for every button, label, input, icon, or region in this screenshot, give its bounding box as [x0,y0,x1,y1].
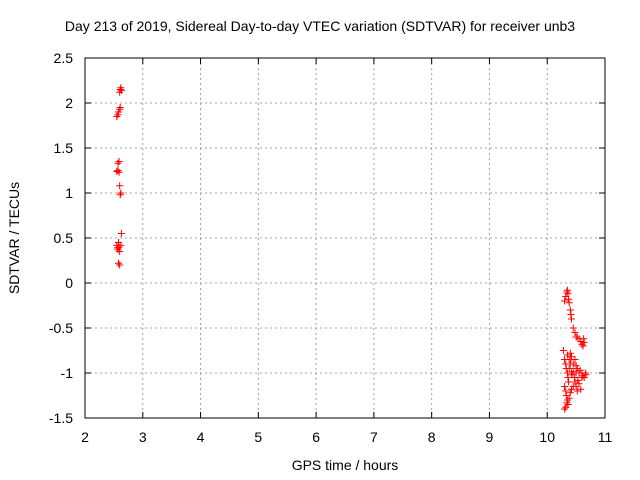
data-point [113,113,121,120]
data-point [116,105,124,113]
data-point [563,286,571,294]
data-point [564,374,572,381]
data-point [572,362,580,370]
data-point [563,288,571,296]
data-point [561,297,569,305]
data-point [116,86,124,93]
data-point [116,182,124,190]
data-point [561,383,569,390]
data-point [116,248,124,255]
data-point [565,295,573,303]
data-point [575,380,583,388]
data-point [580,338,588,346]
data-points [113,84,590,413]
x-tick-label: 9 [486,429,494,445]
data-point [571,356,579,363]
x-tick-label: 5 [254,429,262,445]
data-point [571,378,579,386]
data-point [565,365,573,372]
data-point [115,259,123,267]
data-point [114,167,122,174]
data-point [569,324,577,332]
y-tick-label: 2 [65,95,73,111]
x-tick-label: 4 [197,429,205,445]
data-point [117,230,125,237]
data-point [566,306,574,314]
chart-title: Day 213 of 2019, Sidereal Day-to-day VTE… [64,18,576,34]
data-point [580,335,588,343]
data-point [573,387,581,395]
data-point [578,374,586,381]
data-point [116,261,124,269]
data-point [114,159,122,167]
data-point [563,399,571,407]
data-point [565,378,573,386]
x-tick-label: 6 [312,429,320,445]
x-tick-label: 7 [370,429,378,445]
x-axis-label: GPS time / hours [291,457,399,473]
y-tick-label: 1.5 [54,140,74,156]
data-point [567,311,575,318]
data-point [117,189,125,197]
axis-ticks: 2 3 4 5 6 7 8 9 10 11 2.5 2 1.5 1 0.5 0 -0.5 -1 -1.5 [49,50,613,445]
data-point [569,367,577,375]
data-point [115,158,123,165]
grid-lines [85,58,605,418]
data-point [579,342,587,350]
data-point [567,315,575,323]
y-tick-label: -1 [61,365,74,381]
data-point [117,86,125,94]
x-tick-label: 10 [539,429,555,445]
data-point [562,387,570,395]
data-point [115,243,123,251]
data-point [566,349,574,357]
data-point [582,371,590,379]
data-point [561,405,569,413]
data-point [564,290,572,298]
data-point [581,369,589,377]
data-point [577,385,585,393]
x-tick-label: 11 [598,429,613,445]
y-tick-label: -0.5 [49,320,73,336]
data-point [569,360,577,368]
x-tick-label: 2 [81,429,89,445]
data-point [565,394,573,402]
y-tick-label: 0.5 [54,230,74,246]
data-point [573,333,581,341]
data-point [115,168,123,176]
data-point [559,347,567,354]
y-tick-label: 2.5 [54,50,74,66]
x-tick-label: 3 [139,429,147,445]
y-tick-label: -1.5 [49,410,73,426]
x-tick-label: 8 [428,429,436,445]
y-tick-label: 1 [65,185,73,201]
data-point [116,191,124,199]
data-point [563,351,571,359]
data-point [562,403,570,411]
data-point [565,299,573,307]
data-point [117,241,125,249]
data-point [566,389,574,397]
data-point [116,104,124,111]
data-point [571,329,579,336]
data-point [574,376,582,384]
y-tick-label: 0 [65,275,73,291]
